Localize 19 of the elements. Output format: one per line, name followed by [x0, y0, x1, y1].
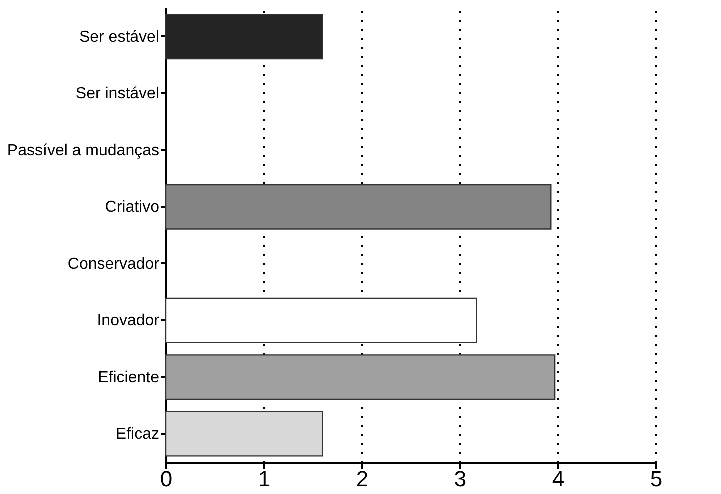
y-tick-label: Ser estável	[79, 28, 160, 46]
y-tick-label: Passível a mudanças	[7, 142, 160, 160]
bar	[165, 14, 324, 60]
x-tick-label: 4	[552, 466, 565, 492]
x-tick-label: 3	[454, 466, 467, 492]
y-tick-label: Criativo	[105, 199, 160, 216]
x-tick-label: 2	[356, 466, 369, 492]
y-tick-label: Inovador	[97, 312, 160, 330]
bar	[165, 298, 478, 344]
x-tick-label: 0	[160, 466, 173, 492]
x-tick-label: 5	[650, 466, 663, 492]
y-tick-label: Conservador	[68, 256, 160, 273]
y-tick-label: Eficiente	[98, 369, 160, 386]
bar	[165, 184, 552, 230]
bar	[165, 411, 324, 457]
bar	[165, 354, 556, 400]
x-tick-label: 1	[258, 466, 271, 492]
y-tick-label: Ser instável	[76, 86, 160, 103]
y-tick-label: Eficaz	[116, 426, 160, 444]
